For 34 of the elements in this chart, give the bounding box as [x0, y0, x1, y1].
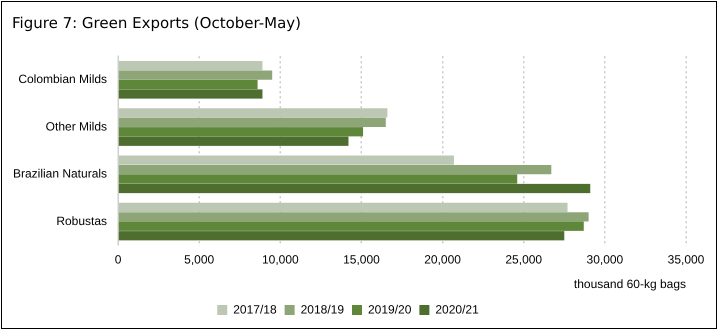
y-tick-label: Colombian Milds: [18, 72, 108, 86]
bar: [118, 231, 564, 240]
bar: [118, 164, 552, 174]
bar: [118, 136, 348, 146]
chart-title: Figure 7: Green Exports (October-May): [12, 14, 302, 32]
x-tick-label: 25,000: [505, 252, 542, 267]
x-tick-label: 5,000: [184, 252, 215, 267]
x-tick-label: 30,000: [586, 252, 624, 267]
bar: [118, 202, 568, 212]
x-tick-label: 35,000: [668, 252, 705, 267]
bar: [118, 89, 262, 99]
y-tick-label: Brazilian Naturals: [12, 166, 108, 181]
x-tick-label: 15,000: [343, 252, 380, 267]
bar: [118, 70, 272, 80]
y-tick-label: Robustas: [56, 214, 108, 228]
x-tick-label: 0: [114, 252, 122, 267]
bar: [118, 80, 258, 90]
bar: [118, 174, 518, 184]
bar: [118, 156, 454, 165]
bar: [118, 61, 262, 70]
bar: [118, 127, 364, 136]
legend-label: 2017/18: [233, 302, 277, 316]
bar: [118, 118, 386, 127]
bar: [118, 184, 590, 194]
bar: [118, 108, 388, 118]
y-tick-label: Other Milds: [46, 119, 108, 134]
legend-label: 2019/20: [368, 302, 412, 316]
legend-label: 2018/19: [300, 302, 344, 316]
legend-label: 2020/21: [435, 302, 480, 316]
x-axis-title: thousand 60-kg bags: [574, 277, 686, 292]
bar: [118, 212, 589, 222]
x-tick-label: 10,000: [262, 252, 299, 267]
x-tick-label: 20,000: [424, 252, 462, 267]
bar: [118, 222, 584, 231]
